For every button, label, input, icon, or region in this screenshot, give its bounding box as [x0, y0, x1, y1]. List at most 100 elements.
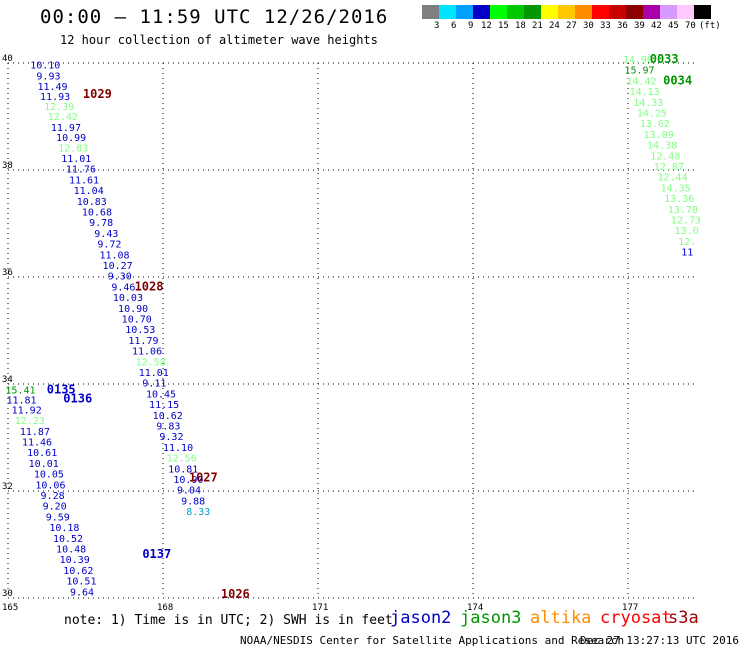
swh-observation: 13.36 — [664, 194, 694, 205]
legend-label: 27 — [566, 21, 577, 31]
legend-label: 15 — [498, 21, 509, 31]
swh-observation: 11.46 — [22, 438, 52, 449]
satellite-s3a: s3a — [668, 608, 699, 628]
swh-observation: 11.61 — [69, 175, 99, 186]
legend-swatch — [439, 5, 456, 19]
swh-observation: 12.73 — [671, 216, 701, 227]
map-title: 00:00 – 11:59 UTC 12/26/2016 — [40, 6, 389, 28]
legend-swatch — [660, 5, 677, 19]
legend-label: 18 — [515, 21, 526, 31]
swh-observation: 12.42 — [48, 112, 78, 123]
legend-label: 6 — [451, 21, 457, 31]
swh-observation: 12.83 — [58, 143, 88, 154]
color-legend-labels: 3 6 9 12 15 18 21 24 27 30 33 36 39 42 45 70 (ft) — [422, 21, 740, 33]
swh-observation: 14.90 — [623, 55, 653, 66]
pass-label: 0033 — [650, 52, 679, 66]
legend-swatch — [558, 5, 575, 19]
swh-observation: 10.62 — [63, 566, 93, 577]
swh-observation: 11.10 — [163, 443, 193, 454]
swh-observation: 9.04 — [177, 486, 201, 497]
swh-observation: 10.61 — [27, 448, 57, 459]
swh-observation: 12.87 — [654, 162, 684, 173]
swh-observation: 10.06 — [35, 480, 65, 491]
pass-label: 0034 — [663, 73, 692, 87]
legend-swatch — [541, 5, 558, 19]
swh-observation: 10.52 — [53, 534, 83, 545]
swh-observation: 10.90 — [173, 475, 203, 486]
swh-observation: 9.28 — [41, 491, 65, 502]
swh-observation: 9.78 — [89, 218, 113, 229]
swh-observation: 11.01 — [139, 368, 169, 379]
swh-observation: 14.38 — [647, 141, 677, 152]
lon-tick-label: 171 — [312, 603, 328, 613]
legend-label: 33 — [600, 21, 611, 31]
satellite-jason2: jason2 — [390, 608, 452, 628]
swh-observation: 15.97 — [624, 66, 654, 77]
swh-observation: 10.81 — [168, 464, 198, 475]
swh-observation: 11.08 — [99, 250, 129, 261]
swh-observation: 11.76 — [66, 165, 96, 176]
satellite-altika: altika — [530, 608, 592, 628]
swh-observation: 11.15 — [149, 400, 179, 411]
swh-observation: 9.83 — [156, 421, 180, 432]
swh-observation: 11.87 — [20, 427, 50, 438]
legend-label: 36 — [617, 21, 628, 31]
swh-observation: 10.53 — [125, 325, 155, 336]
satellite-cryosat: cryosat — [600, 608, 672, 628]
swh-observation: 12.39 — [44, 102, 74, 113]
map-subtitle: 12 hour collection of altimeter wave hei… — [60, 33, 378, 47]
swh-observation: 11.93 — [40, 92, 70, 103]
legend-label: 39 — [634, 21, 645, 31]
swh-observation: 14.33 — [633, 98, 663, 109]
pass-label: 1027 — [189, 470, 218, 484]
credit-text: NOAA/NESDIS Center for Satellite Applica… — [240, 634, 625, 647]
pass-label: 1026 — [221, 587, 250, 601]
legend-label: 3 — [434, 21, 440, 31]
legend-label: 21 — [532, 21, 543, 31]
pass-label: 0135 — [47, 383, 76, 397]
swh-observation: 12.23 — [15, 416, 45, 427]
lon-tick-label: 165 — [2, 603, 18, 613]
swh-observation: 12.44 — [657, 173, 687, 184]
pass-label: 1029 — [83, 87, 112, 101]
lon-tick-label: 174 — [467, 603, 483, 613]
legend-swatch — [507, 5, 524, 19]
lat-tick-label: 40 — [2, 54, 13, 64]
color-legend — [422, 5, 711, 19]
legend-swatch — [609, 5, 626, 19]
pass-label: 0136 — [63, 392, 92, 406]
swh-observation: 11.01 — [61, 154, 91, 165]
legend-swatch — [456, 5, 473, 19]
legend-swatch — [473, 5, 490, 19]
swh-observation: 11.04 — [74, 186, 104, 197]
legend-swatch — [677, 5, 694, 19]
swh-observation: 14.35 — [661, 183, 691, 194]
swh-observation: 10.03 — [113, 293, 143, 304]
swh-observation: 11 — [681, 248, 693, 259]
legend-swatch — [592, 5, 609, 19]
legend-unit: (ft) — [699, 21, 721, 31]
lon-tick-label: 168 — [157, 603, 173, 613]
lat-tick-label: 30 — [2, 589, 13, 599]
swh-observation: 8.33 — [186, 507, 210, 518]
swh-observation: 11.81 — [6, 395, 36, 406]
swh-observation: 9.30 — [108, 272, 132, 283]
legend-swatch — [524, 5, 541, 19]
swh-observation: 9.72 — [97, 240, 121, 251]
note-text: note: 1) Time is in UTC; 2) SWH is in fe… — [64, 613, 393, 628]
swh-observation: 9.59 — [46, 512, 70, 523]
swh-observation: 11.49 — [37, 82, 67, 93]
legend-swatch — [626, 5, 643, 19]
swh-observation: 9.32 — [159, 432, 183, 443]
legend-label: 12 — [481, 21, 492, 31]
swh-observation: 14.42 — [626, 76, 656, 87]
swh-observation: 10.01 — [29, 459, 59, 470]
swh-observation: 15.41 — [5, 386, 35, 397]
pass-label: 0137 — [142, 547, 171, 561]
swh-observation: 10.51 — [66, 577, 96, 588]
swh-observation: 11.92 — [12, 405, 42, 416]
legend-label: 30 — [583, 21, 594, 31]
pass-label: 1028 — [135, 279, 164, 293]
swh-observation: 12.56 — [167, 454, 197, 465]
